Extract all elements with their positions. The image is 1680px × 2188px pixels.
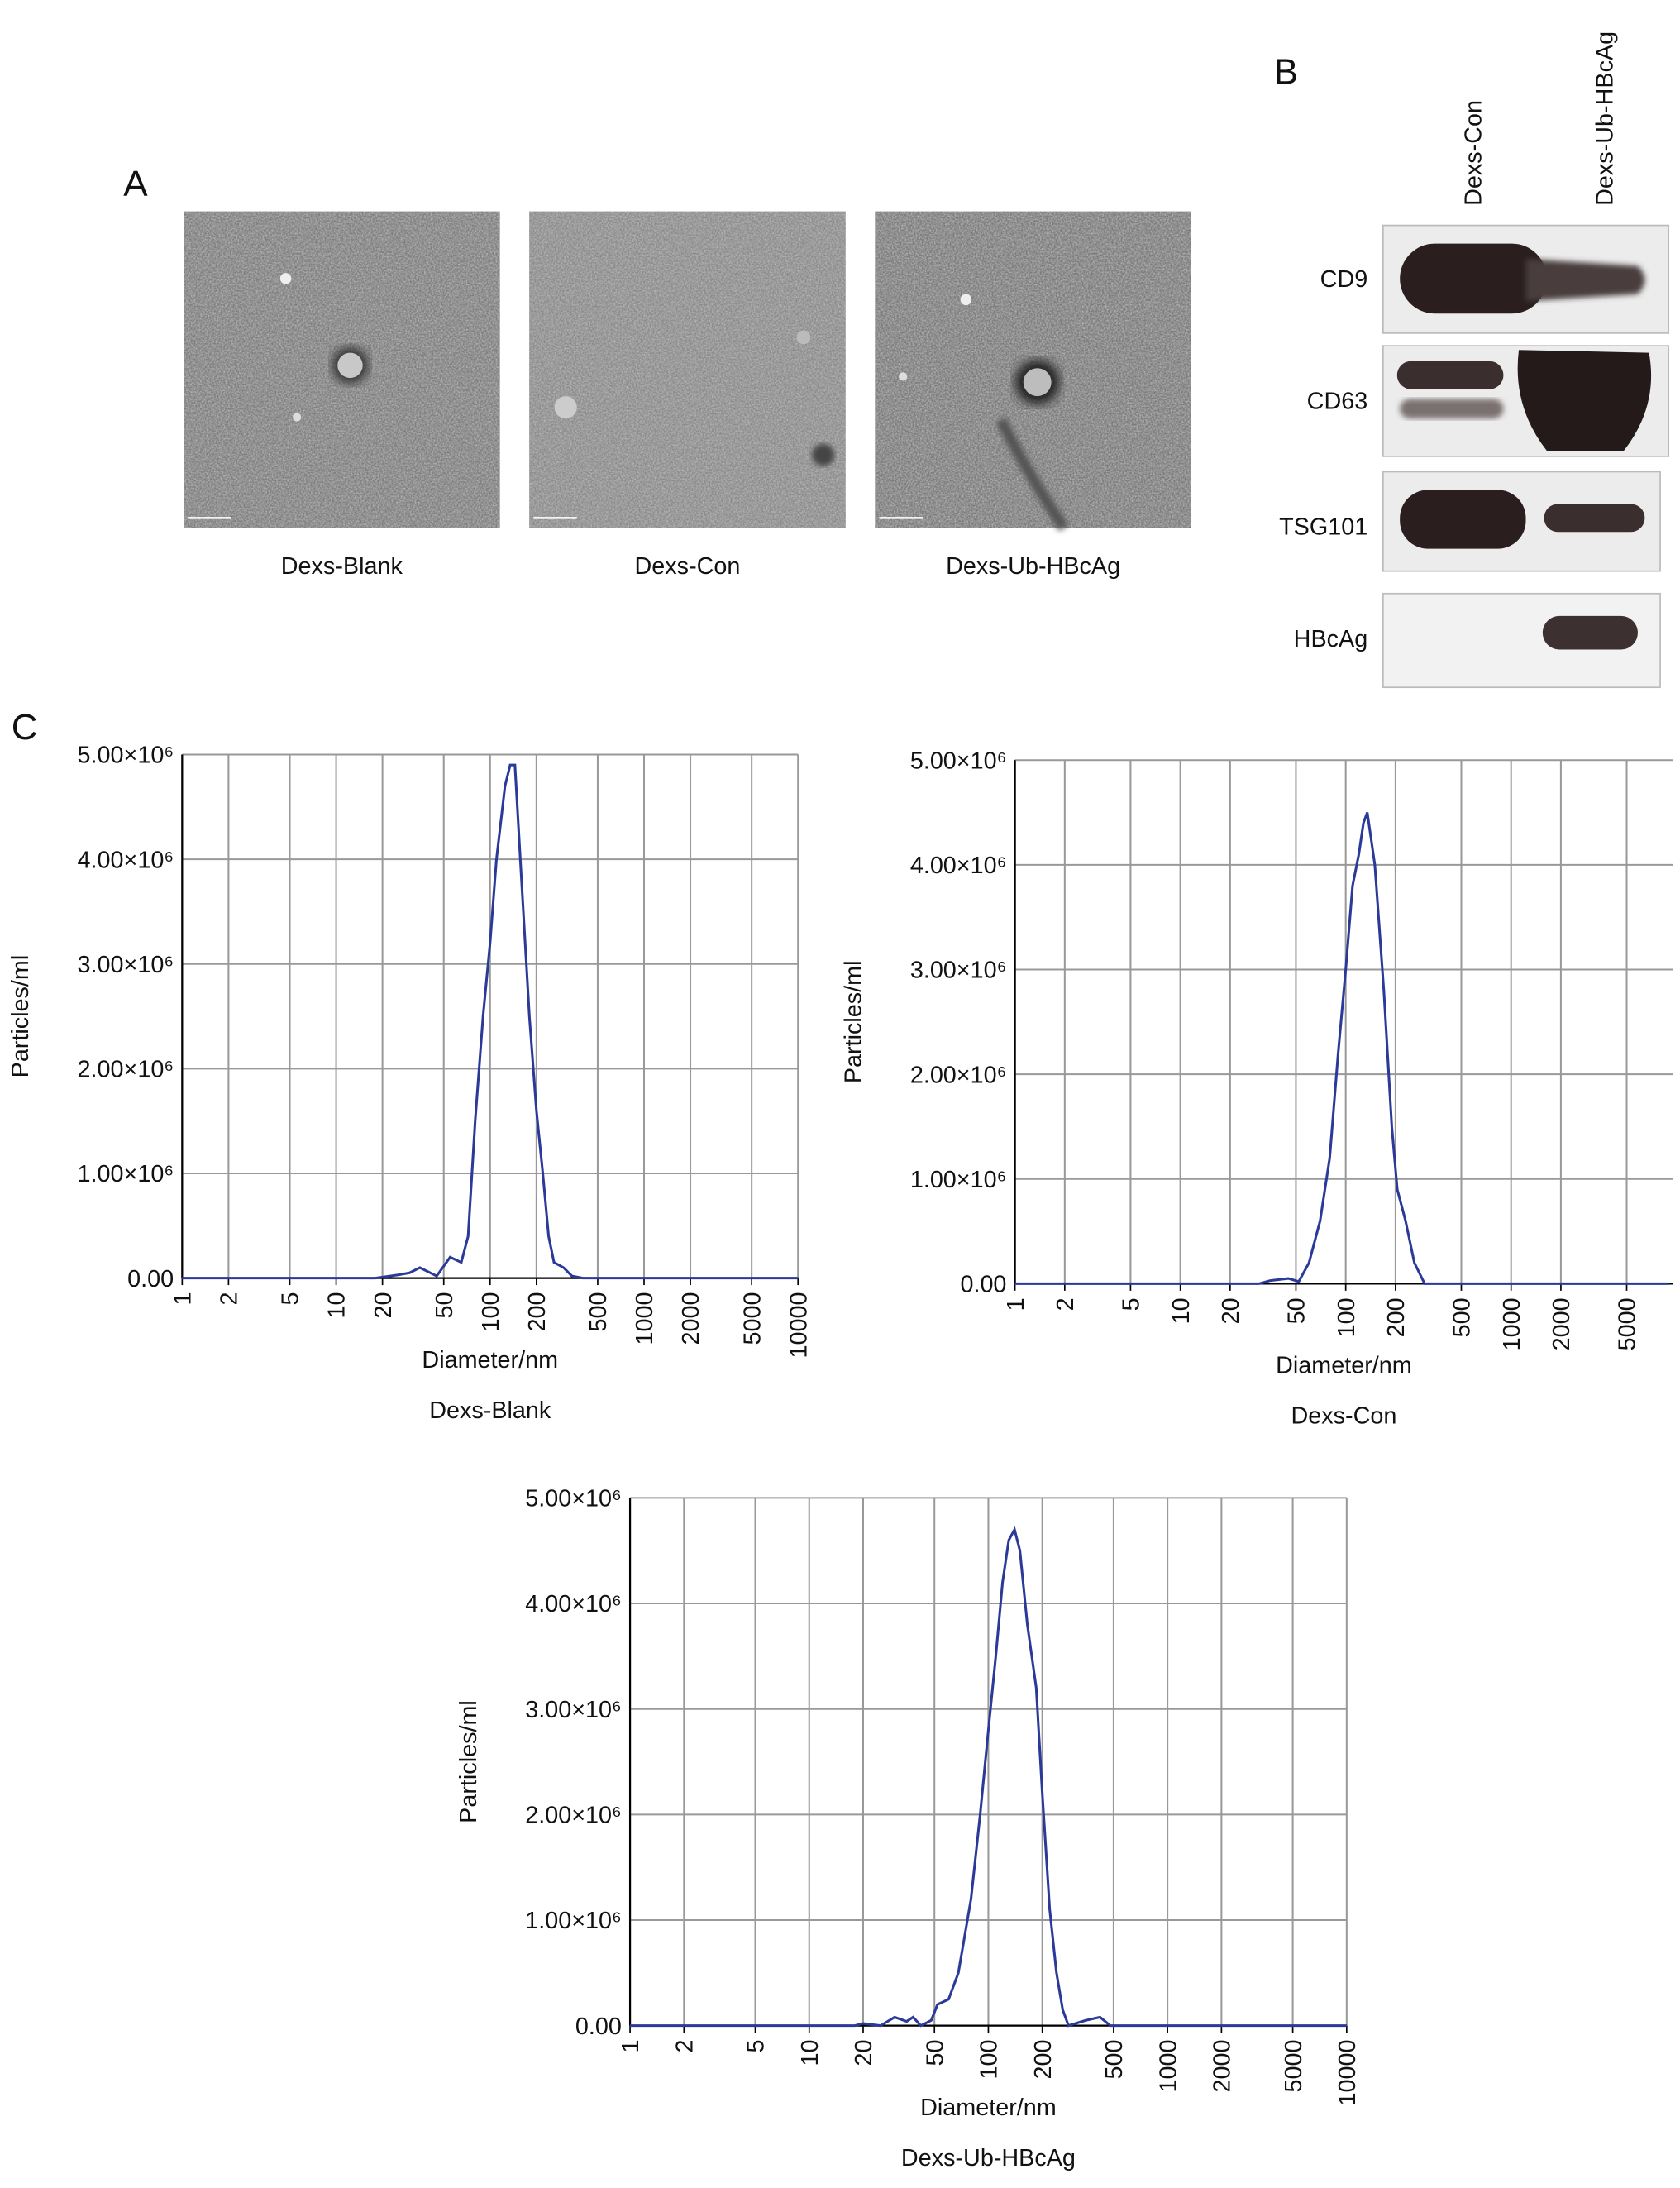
band-label: HBcAg xyxy=(1294,626,1368,652)
y-tick-label: 2.00×10⁶ xyxy=(910,1062,1007,1088)
data-line xyxy=(1014,812,1669,1285)
data-line xyxy=(630,1526,1347,2028)
tem-caption: Dexs-Ub-HBcAg xyxy=(946,553,1120,580)
x-tick-label: 100 xyxy=(1334,1297,1360,1337)
y-tick-label: 1.00×10⁶ xyxy=(910,1167,1007,1193)
x-tick-label: 20 xyxy=(851,2040,877,2066)
x-tick-label: 20 xyxy=(370,1292,397,1319)
x-tick-label: 100 xyxy=(478,1292,504,1332)
y-axis-label: Particles/ml xyxy=(840,960,866,1083)
chart-title: Dexs-Blank xyxy=(429,1397,551,1424)
x-tick-label: 2000 xyxy=(1210,2040,1236,2093)
y-tick-label: 5.00×10⁶ xyxy=(525,1486,622,1512)
x-tick-label: 2 xyxy=(671,2040,698,2053)
band-label: CD9 xyxy=(1320,266,1368,293)
y-tick-label: 4.00×10⁶ xyxy=(78,847,174,873)
x-axis-label: Diameter/nm xyxy=(920,2095,1057,2121)
x-tick-label: 2000 xyxy=(678,1292,704,1345)
x-tick-label: 500 xyxy=(1101,2040,1128,2080)
y-tick-label: 2.00×10⁶ xyxy=(78,1057,174,1083)
tem-caption: Dexs-Blank xyxy=(281,553,403,580)
y-tick-label: 2.00×10⁶ xyxy=(525,1802,622,1828)
y-tick-label: 0.00 xyxy=(575,2014,622,2040)
y-tick-label: 1.00×10⁶ xyxy=(525,1908,622,1934)
y-tick-label: 0.00 xyxy=(960,1272,1006,1298)
x-tick-label: 10000 xyxy=(1334,2040,1361,2106)
x-axis-label: Diameter/nm xyxy=(422,1347,558,1373)
data-line xyxy=(182,763,799,1280)
x-tick-label: 1 xyxy=(1003,1297,1029,1311)
x-tick-label: 10000 xyxy=(785,1292,812,1359)
band-label: TSG101 xyxy=(1279,514,1367,541)
x-tick-label: 2 xyxy=(217,1292,243,1306)
lane-label: Dexs-Con xyxy=(1460,100,1487,206)
x-tick-label: 5 xyxy=(278,1292,304,1306)
x-tick-label: 5000 xyxy=(1281,2040,1307,2093)
chart-title: Dexs-Con xyxy=(1291,1403,1396,1430)
x-tick-label: 10 xyxy=(1168,1297,1195,1324)
panel-label: A xyxy=(123,164,148,204)
x-tick-label: 5000 xyxy=(739,1292,766,1345)
y-tick-label: 3.00×10⁶ xyxy=(525,1697,622,1723)
y-axis-label: Particles/ml xyxy=(7,955,34,1078)
band-label: CD63 xyxy=(1307,388,1368,414)
panel-label: B xyxy=(1274,52,1298,93)
x-tick-label: 1 xyxy=(618,2040,644,2053)
x-tick-label: 2 xyxy=(1052,1297,1079,1311)
x-axis-label: Diameter/nm xyxy=(1276,1353,1412,1379)
x-tick-label: 5000 xyxy=(1615,1297,1641,1350)
x-tick-label: 10 xyxy=(797,2040,823,2066)
x-tick-label: 100 xyxy=(976,2040,1003,2080)
tem-image xyxy=(184,211,500,528)
x-tick-label: 200 xyxy=(1383,1297,1410,1337)
x-tick-label: 5 xyxy=(743,2040,770,2053)
x-tick-label: 200 xyxy=(524,1292,551,1332)
x-tick-label: 200 xyxy=(1030,2040,1057,2080)
chart-title: Dexs-Ub-HBcAg xyxy=(901,2145,1076,2171)
x-tick-label: 10 xyxy=(324,1292,351,1319)
y-tick-label: 4.00×10⁶ xyxy=(910,853,1007,879)
y-tick-label: 5.00×10⁶ xyxy=(78,743,174,769)
y-axis-label: Particles/ml xyxy=(456,1700,482,1823)
panel-label: C xyxy=(12,707,38,748)
x-tick-label: 500 xyxy=(1449,1297,1476,1337)
y-tick-label: 3.00×10⁶ xyxy=(78,952,174,978)
x-tick-label: 50 xyxy=(922,2040,948,2066)
x-tick-label: 50 xyxy=(1284,1297,1310,1324)
tem-image xyxy=(875,211,1191,532)
x-tick-label: 1000 xyxy=(1155,2040,1181,2093)
x-tick-label: 50 xyxy=(432,1292,458,1319)
x-tick-label: 20 xyxy=(1218,1297,1244,1324)
x-tick-label: 2000 xyxy=(1549,1297,1575,1350)
x-tick-label: 5 xyxy=(1119,1297,1145,1311)
x-tick-label: 1000 xyxy=(632,1292,658,1345)
tem-caption: Dexs-Con xyxy=(635,553,741,580)
blot xyxy=(1382,224,1670,689)
x-tick-label: 1000 xyxy=(1499,1297,1525,1350)
y-tick-label: 3.00×10⁶ xyxy=(910,958,1007,984)
y-tick-label: 0.00 xyxy=(127,1266,174,1292)
x-tick-label: 500 xyxy=(585,1292,612,1332)
y-tick-label: 5.00×10⁶ xyxy=(910,748,1007,774)
y-tick-label: 1.00×10⁶ xyxy=(78,1161,174,1187)
y-tick-label: 4.00×10⁶ xyxy=(525,1591,622,1617)
tem-image xyxy=(529,211,846,528)
x-tick-label: 1 xyxy=(169,1292,196,1306)
lane-label: Dexs-Ub-HBcAg xyxy=(1592,31,1618,206)
